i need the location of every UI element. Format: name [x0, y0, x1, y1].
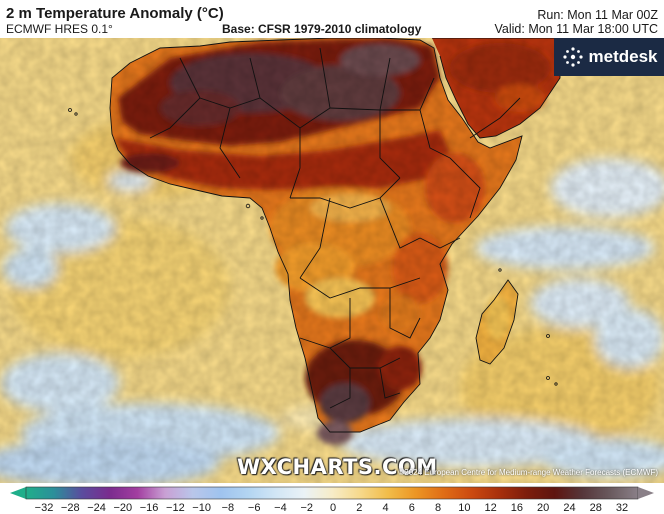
scale-left-arrow — [10, 487, 26, 499]
field-texture — [0, 38, 664, 483]
climatology-base: Base: CFSR 1979-2010 climatology — [222, 22, 422, 36]
islands — [68, 108, 558, 386]
run-time: Run: Mon 11 Mar 00Z — [537, 8, 658, 22]
scale-tick-label: −12 — [166, 502, 185, 514]
scale-tick-label: −6 — [247, 502, 261, 514]
map-header: 2 m Temperature Anomaly (°C) ECMWF HRES … — [0, 0, 664, 38]
scale-tick-label: 10 — [458, 502, 471, 514]
country-borders — [109, 38, 561, 433]
scale-tick-label: −28 — [60, 502, 80, 514]
scale-tick-label: 12 — [484, 502, 497, 514]
metdesk-brand: metdesk — [554, 38, 664, 76]
scale-tick-label: −10 — [192, 502, 211, 514]
scale-tick-label: 0 — [329, 502, 337, 514]
scale-tick-label: −4 — [274, 502, 287, 514]
metdesk-logo-icon — [562, 47, 583, 67]
scale-tick-label: −8 — [221, 502, 235, 514]
anomaly-map — [0, 38, 664, 483]
scale-tick-label: −16 — [139, 502, 159, 514]
color-scale-bar — [10, 486, 654, 500]
scale-tick-label: 16 — [510, 502, 524, 514]
scale-tick-label: −20 — [113, 502, 133, 514]
brand-name: metdesk — [588, 47, 658, 66]
scale-tick-label: 32 — [615, 502, 629, 514]
map-canvas — [0, 38, 664, 483]
scale-ticks: −32 −28 −24 −20 −16 −12 −10 −8 −6 −4 −2 0 2 4 6 8 10 12 16… — [0, 502, 664, 514]
scale-tick-label: −32 — [34, 502, 54, 514]
model-name: ECMWF HRES 0.1° — [6, 22, 113, 36]
wxcharts-watermark: WXCHARTS.COM — [237, 455, 438, 479]
scale-tick-label: 2 — [356, 502, 363, 514]
scale-tick-label: 20 — [537, 502, 550, 514]
scale-tick-label: 24 — [563, 502, 576, 514]
map-title: 2 m Temperature Anomaly (°C) — [6, 5, 224, 22]
scale-tick-label: 28 — [589, 502, 602, 514]
scale-tick-label: 6 — [408, 502, 415, 514]
valid-time: Valid: Mon 11 Mar 18:00 UTC — [494, 22, 659, 36]
scale-tick-label: −24 — [87, 502, 106, 514]
color-scale — [0, 483, 664, 514]
scale-body — [25, 486, 639, 500]
scale-tick-label: −2 — [300, 502, 313, 514]
scale-tick-label: 4 — [382, 502, 389, 514]
scale-tick-label: 8 — [435, 502, 442, 514]
scale-right-arrow — [638, 487, 654, 499]
ecmwf-copyright: ©2024 European Centre for Medium-range W… — [398, 468, 658, 477]
